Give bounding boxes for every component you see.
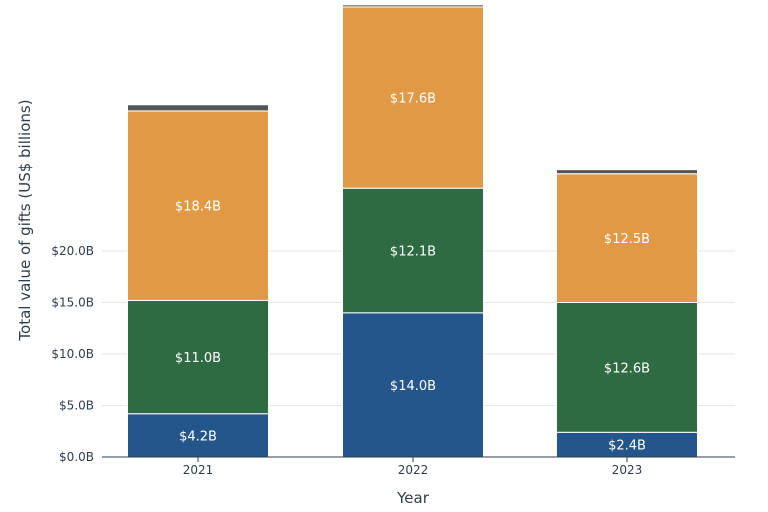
bar-stacks <box>127 4 698 458</box>
bar-segment-2023-s4 <box>556 169 698 175</box>
bar-value-labels: $4.2B $11.0B $18.4B $14.0B $12.1B $17.6B $2.4B… <box>175 92 650 454</box>
y-tick-label: $10.0B <box>51 347 94 361</box>
bar-segment-2022-s3 <box>342 6 484 189</box>
data-label: $14.0B <box>390 379 436 394</box>
data-label: $17.6B <box>390 92 436 107</box>
bar-segment-2022-s2 <box>342 187 484 314</box>
bar-segment-2022-s4 <box>342 4 484 8</box>
x-axis-title: Year <box>396 489 430 507</box>
bar-segment-2021-s3 <box>127 110 269 301</box>
bar-segment-2021-s2 <box>127 299 269 415</box>
bar-segment-2023-s2 <box>556 302 698 433</box>
data-label: $12.6B <box>604 361 650 376</box>
data-label: $12.5B <box>604 232 650 247</box>
y-axis-ticks: $0.0B $5.0B $10.0B $15.0B $20.0B <box>51 244 94 464</box>
x-tick-label: 2023 <box>612 463 643 477</box>
y-tick-label: $20.0B <box>51 244 94 258</box>
bar-segment-2021-s1 <box>127 413 269 458</box>
y-axis-title: Total value of gifts (US$ billions) <box>16 99 34 341</box>
bar-segment-2023-s3 <box>556 173 698 303</box>
data-label: $2.4B <box>608 439 646 454</box>
y-tick-label: $5.0B <box>59 399 94 413</box>
y-tick-label: $15.0B <box>51 296 94 310</box>
bar-segment-2021-s4 <box>127 104 269 112</box>
data-label: $4.2B <box>179 429 217 444</box>
x-tick-label: 2021 <box>183 463 214 477</box>
data-label: $18.4B <box>175 200 221 215</box>
data-label: $12.1B <box>390 244 436 259</box>
x-tick-label: 2022 <box>398 463 429 477</box>
x-axis-ticks: 2021 2022 2023 <box>183 457 643 477</box>
data-label: $11.0B <box>175 351 221 366</box>
bar-segment-2023-s1 <box>556 431 698 458</box>
y-tick-label: $0.0B <box>59 450 94 464</box>
